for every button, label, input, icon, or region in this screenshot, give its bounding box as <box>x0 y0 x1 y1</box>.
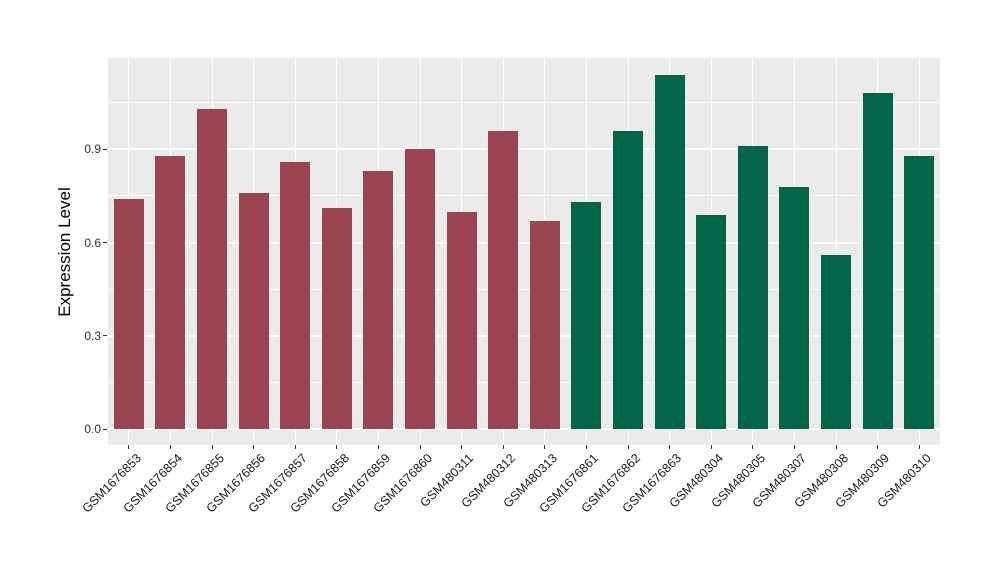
bar-GSM1676853 <box>113 199 144 429</box>
bar-GSM480304 <box>696 214 727 429</box>
gridline-minor-0.75 <box>108 195 940 197</box>
y-tick-mark-0.9 <box>103 148 107 150</box>
bar-GSM1676860 <box>405 149 435 429</box>
bar-GSM480313 <box>529 220 560 429</box>
bar-GSM1676859 <box>363 171 394 429</box>
gridline-vertical-GSM480308 <box>835 58 837 445</box>
gridline-major-0.0 <box>108 428 940 430</box>
bar-GSM480312 <box>488 130 519 429</box>
x-tick-mark-GSM480311 <box>461 445 463 449</box>
y-tick-mark-0.0 <box>103 428 107 430</box>
x-tick-mark-GSM480305 <box>752 445 754 449</box>
y-tick-mark-0.6 <box>103 242 107 244</box>
bar-GSM1676857 <box>280 161 311 429</box>
x-tick-mark-GSM1676856 <box>253 445 255 449</box>
bar-GSM1676861 <box>571 202 602 429</box>
bar-GSM1676854 <box>155 155 186 429</box>
x-tick-mark-GSM1676863 <box>669 445 671 449</box>
bar-GSM480311 <box>446 211 477 429</box>
x-tick-mark-GSM480309 <box>877 445 879 449</box>
y-tick-label-0.9: 0.9 <box>84 142 101 157</box>
x-tick-mark-GSM1676853 <box>128 445 130 449</box>
x-tick-mark-GSM480304 <box>710 445 712 449</box>
bar-GSM480307 <box>779 186 810 429</box>
x-tick-mark-GSM480310 <box>918 445 920 449</box>
x-tick-mark-GSM1676861 <box>585 445 587 449</box>
gridline-minor-0.45 <box>108 288 940 290</box>
x-tick-mark-GSM1676862 <box>627 445 629 449</box>
x-tick-mark-GSM480312 <box>502 445 504 449</box>
plot-panel <box>108 58 940 445</box>
x-tick-mark-GSM1676860 <box>419 445 421 449</box>
y-tick-label-0.6: 0.6 <box>84 235 101 250</box>
x-tick-mark-GSM1676854 <box>169 445 171 449</box>
gridline-minor-1.05 <box>108 102 940 104</box>
y-tick-mark-0.3 <box>103 335 107 337</box>
bar-GSM1676855 <box>197 108 227 429</box>
bar-GSM480310 <box>904 155 935 429</box>
bar-GSM480308 <box>821 255 851 429</box>
bar-GSM1676858 <box>321 208 352 429</box>
gridline-major-0.6 <box>108 241 940 244</box>
bar-GSM1676856 <box>238 192 269 429</box>
y-tick-label-0.3: 0.3 <box>84 328 101 343</box>
bar-GSM480309 <box>862 93 893 429</box>
x-tick-mark-GSM480308 <box>835 445 837 449</box>
x-tick-mark-GSM480313 <box>544 445 546 449</box>
y-tick-label-0.0: 0.0 <box>84 422 101 436</box>
x-tick-mark-GSM1676855 <box>211 445 213 449</box>
gridline-minor-0.15 <box>108 381 940 383</box>
gridline-major-0.3 <box>108 334 940 337</box>
x-tick-mark-GSM480307 <box>793 445 795 449</box>
x-tick-mark-GSM1676858 <box>336 445 338 449</box>
gridline-major-0.9 <box>108 148 940 151</box>
bar-GSM480305 <box>737 146 768 429</box>
bar-GSM1676862 <box>613 130 643 429</box>
bar-GSM1676863 <box>654 74 685 429</box>
x-tick-mark-GSM1676857 <box>294 445 296 449</box>
x-tick-mark-GSM1676859 <box>377 445 379 449</box>
